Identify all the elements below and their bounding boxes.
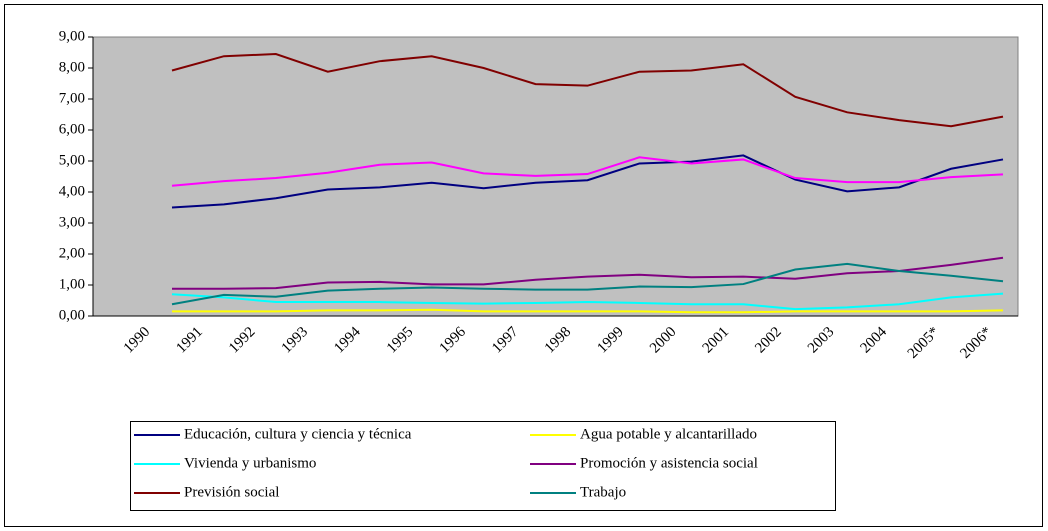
legend-label: Vivienda y urbanismo [184,455,316,471]
legend-label: Previsión social [184,484,279,500]
series-line [171,53,1004,128]
series-line [172,308,1004,314]
series-line [171,292,1004,311]
legend-label: Promoción y asistencia social [580,455,758,471]
y-tick-label: 9,00 [59,28,85,44]
series-line [171,154,1004,209]
y-tick-label: 4,00 [59,183,85,199]
y-tick-label: 2,00 [59,245,85,261]
y-tick-label: 3,00 [59,214,85,230]
y-tick-label: 1,00 [59,276,85,292]
legend-label: Educación, cultura y ciencia y técnica [184,426,412,442]
legend-label: Trabajo [580,484,626,500]
legend-label: Agua potable y alcantarillado [580,426,757,442]
y-tick-label: 5,00 [59,152,85,168]
y-tick-label: 0,00 [59,307,85,323]
series-line [171,262,1004,306]
series-line [171,156,1004,187]
y-tick-label: 7,00 [59,90,85,106]
plot-area [92,36,1019,317]
legend [130,421,836,511]
y-tick-label: 8,00 [59,59,85,75]
series-line [172,256,1004,290]
y-tick-label: 6,00 [59,121,85,137]
